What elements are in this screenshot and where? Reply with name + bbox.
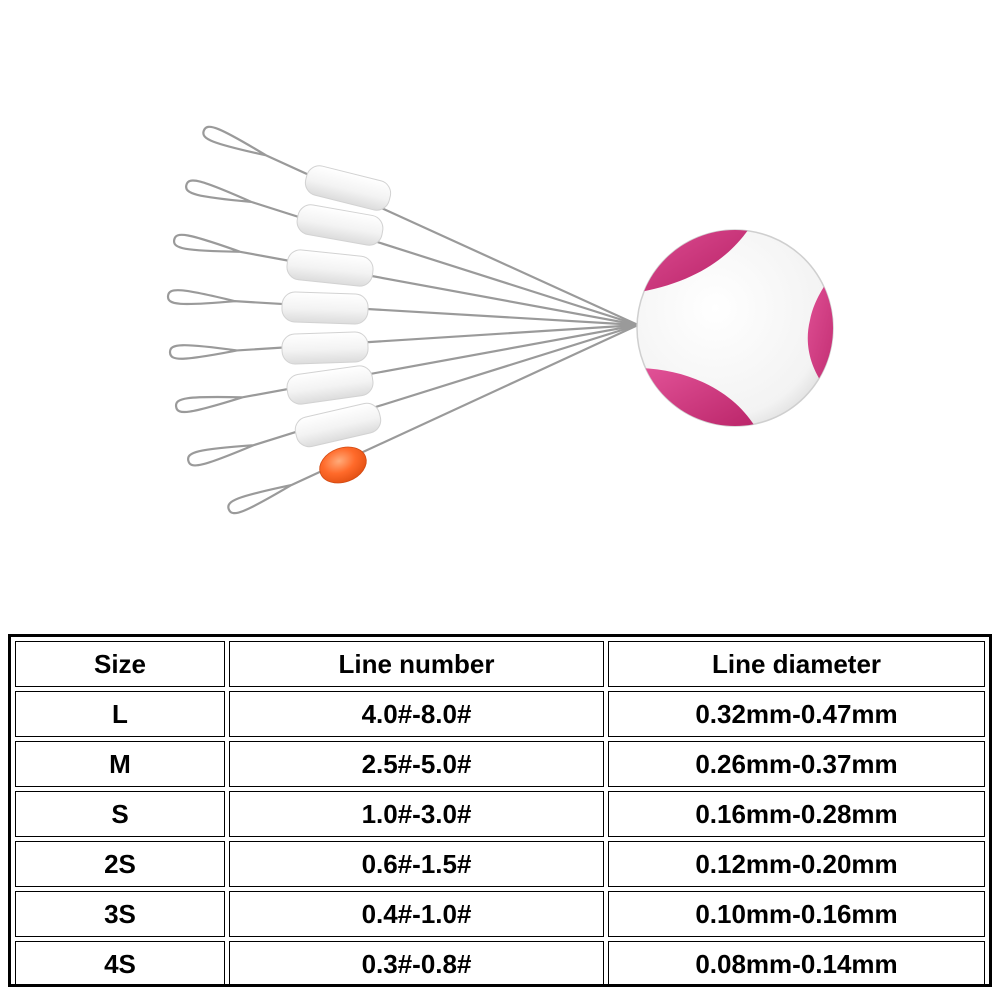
header-line-diameter: Line diameter bbox=[608, 641, 985, 687]
fishing-line-strand bbox=[168, 323, 639, 360]
cell-line-number: 0.6#-1.5# bbox=[229, 841, 604, 887]
round-holder-icon bbox=[636, 229, 834, 427]
cell-size: M bbox=[15, 741, 225, 787]
cell-line-diameter: 0.32mm-0.47mm bbox=[608, 691, 985, 737]
rubber-stopper-icon bbox=[286, 365, 374, 405]
fishing-line-strand bbox=[173, 233, 639, 327]
cell-line-number: 4.0#-8.0# bbox=[229, 691, 604, 737]
rubber-stopper-icon bbox=[296, 204, 384, 246]
rubber-stopper-icon bbox=[304, 165, 392, 211]
cell-line-diameter: 0.26mm-0.37mm bbox=[608, 741, 985, 787]
header-size: Size bbox=[15, 641, 225, 687]
fishing-line-strand bbox=[202, 125, 639, 327]
size-table: Size Line number Line diameter L 4.0#-8.… bbox=[11, 637, 989, 991]
cell-size: 4S bbox=[15, 941, 225, 987]
fishing-line-strand bbox=[227, 324, 639, 515]
cell-line-diameter: 0.10mm-0.16mm bbox=[608, 891, 985, 937]
cell-line-number: 2.5#-5.0# bbox=[229, 741, 604, 787]
header-line-number: Line number bbox=[229, 641, 604, 687]
fishing-line-strand bbox=[185, 179, 639, 327]
fishing-line-strand bbox=[187, 323, 639, 467]
table-row: 2S 0.6#-1.5# 0.12mm-0.20mm bbox=[15, 841, 985, 887]
line-strands bbox=[166, 125, 639, 515]
cell-line-diameter: 0.08mm-0.14mm bbox=[608, 941, 985, 987]
orange-bead-icon bbox=[319, 446, 367, 484]
line-stoppers bbox=[281, 165, 392, 484]
product-illustration bbox=[166, 125, 834, 515]
fishing-line-strand bbox=[175, 323, 639, 414]
rubber-stopper-icon bbox=[281, 291, 369, 325]
table-row: S 1.0#-3.0# 0.16mm-0.28mm bbox=[15, 791, 985, 837]
cell-size: S bbox=[15, 791, 225, 837]
cell-line-number: 0.4#-1.0# bbox=[229, 891, 604, 937]
cell-size: L bbox=[15, 691, 225, 737]
table-header-row: Size Line number Line diameter bbox=[15, 641, 985, 687]
cell-size: 2S bbox=[15, 841, 225, 887]
holder-pink-tab-right bbox=[807, 250, 833, 410]
cell-line-number: 0.3#-0.8# bbox=[229, 941, 604, 987]
rubber-stopper-icon bbox=[294, 402, 382, 448]
table-row: M 2.5#-5.0# 0.26mm-0.37mm bbox=[15, 741, 985, 787]
cell-size: 3S bbox=[15, 891, 225, 937]
table-row: L 4.0#-8.0# 0.32mm-0.47mm bbox=[15, 691, 985, 737]
rubber-stopper-icon bbox=[281, 331, 369, 365]
size-spec-table: Size Line number Line diameter L 4.0#-8.… bbox=[8, 634, 992, 987]
rubber-stopper-icon bbox=[286, 249, 374, 287]
table-row: 4S 0.3#-0.8# 0.08mm-0.14mm bbox=[15, 941, 985, 987]
cell-line-diameter: 0.12mm-0.20mm bbox=[608, 841, 985, 887]
table-row: 3S 0.4#-1.0# 0.10mm-0.16mm bbox=[15, 891, 985, 937]
cell-line-number: 1.0#-3.0# bbox=[229, 791, 604, 837]
cell-line-diameter: 0.16mm-0.28mm bbox=[608, 791, 985, 837]
fishing-line-strand bbox=[166, 289, 639, 327]
